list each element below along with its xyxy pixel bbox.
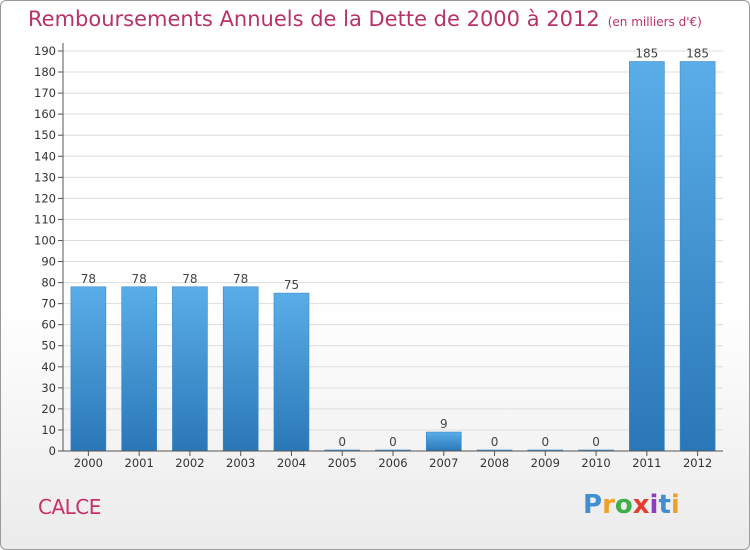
x-tick-label: 2002 (175, 456, 204, 470)
y-tick-label: 150 (34, 128, 56, 142)
data-label: 78 (233, 272, 248, 286)
y-tick-label: 160 (34, 107, 56, 121)
y-tick-label: 50 (41, 339, 56, 353)
data-labels: 78 78 78 78 75 0 0 9 0 0 0 185 185 (81, 47, 709, 449)
logo-letter: i (649, 490, 659, 520)
x-tick-label: 2006 (378, 456, 407, 470)
axes: 0102030405060708090100110120130140150160… (34, 43, 723, 470)
y-tick-label: 130 (34, 170, 56, 184)
x-tick-label: 2008 (480, 456, 509, 470)
bar (121, 286, 157, 452)
y-tick-label: 190 (34, 44, 56, 58)
y-tick-label: 80 (41, 276, 56, 290)
data-label: 0 (338, 435, 346, 449)
x-tick-label: 2011 (632, 456, 661, 470)
y-tick-label: 20 (41, 402, 56, 416)
bar (629, 61, 665, 452)
bar (70, 286, 107, 452)
y-tick-label: 180 (34, 65, 56, 79)
y-tick-label: 140 (34, 149, 56, 163)
y-tick-label: 70 (41, 297, 56, 311)
y-tick-label: 40 (41, 360, 56, 374)
x-tick-label: 2000 (74, 456, 103, 470)
data-label: 0 (592, 435, 600, 449)
x-tick-label: 2007 (429, 456, 458, 470)
bar (273, 292, 310, 452)
logo-letter: x (632, 490, 650, 520)
logo-letter: i (670, 490, 680, 520)
gridlines (63, 50, 723, 431)
x-tick-label: 2009 (531, 456, 560, 470)
y-tick-label: 110 (34, 212, 56, 226)
data-label: 9 (440, 417, 448, 431)
bars (70, 61, 716, 452)
y-tick-label: 170 (34, 86, 56, 100)
logo-letter: t (658, 490, 671, 520)
y-tick-label: 0 (49, 444, 56, 458)
data-label: 0 (491, 435, 499, 449)
bar (679, 61, 716, 452)
x-tick-label: 2001 (125, 456, 154, 470)
data-label: 185 (635, 47, 658, 61)
x-tick-label: 2012 (683, 456, 712, 470)
x-tick-label: 2005 (328, 456, 357, 470)
chart-unit: (en milliers d'€) (607, 15, 702, 29)
logo-letter: r (602, 490, 615, 520)
y-tick-label: 60 (41, 318, 56, 332)
bar (425, 431, 462, 452)
x-tick-label: 2010 (581, 456, 610, 470)
data-label: 78 (81, 272, 96, 286)
x-tick-label: 2003 (226, 456, 255, 470)
y-tick-label: 120 (34, 191, 56, 205)
data-label: 78 (182, 272, 197, 286)
x-tick-label: 2004 (277, 456, 306, 470)
data-label: 185 (686, 47, 709, 61)
y-tick-label: 100 (34, 233, 56, 247)
y-tick-label: 30 (41, 381, 56, 395)
commune-name: CALCE (38, 495, 101, 519)
data-label: 75 (284, 278, 299, 292)
y-tick-label: 10 (41, 423, 56, 437)
bar (172, 286, 208, 452)
chart-title: Remboursements Annuels de la Dette de 20… (28, 7, 702, 31)
logo-letter: P (583, 490, 603, 520)
proxiti-logo[interactable]: Proxiti (583, 490, 680, 520)
data-label: 78 (132, 272, 147, 286)
y-tick-label: 90 (41, 255, 56, 269)
data-label: 0 (389, 435, 397, 449)
chart-title-text: Remboursements Annuels de la Dette de 20… (28, 7, 600, 31)
data-label: 0 (541, 435, 549, 449)
bar (222, 286, 259, 452)
logo-letter: o (614, 490, 633, 520)
